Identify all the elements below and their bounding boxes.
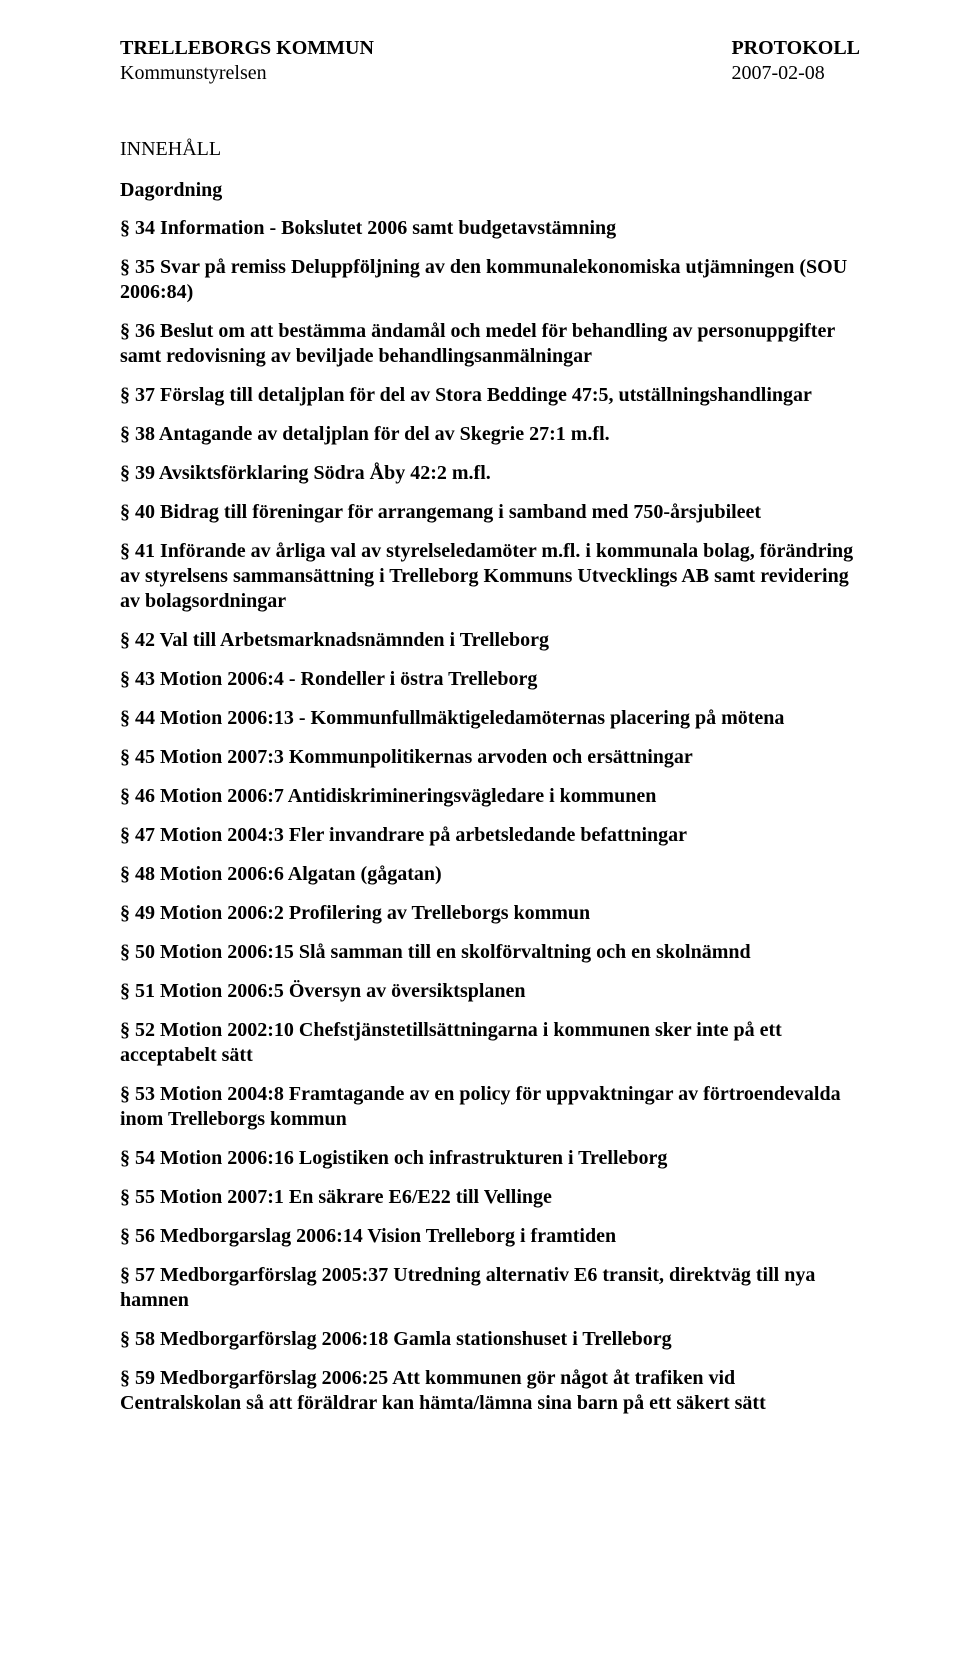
agenda-item: § 50 Motion 2006:15 Slå samman till en s… bbox=[120, 940, 860, 965]
agenda-item: § 51 Motion 2006:5 Översyn av översiktsp… bbox=[120, 979, 860, 1004]
doc-date: 2007-02-08 bbox=[731, 61, 860, 86]
agenda-item: § 36 Beslut om att bestämma ändamål och … bbox=[120, 319, 860, 369]
agenda-item: § 41 Införande av årliga val av styrelse… bbox=[120, 539, 860, 614]
dagordning-label: Dagordning bbox=[120, 179, 860, 202]
agenda-list: § 34 Information - Bokslutet 2006 samt b… bbox=[120, 216, 860, 1416]
org-subtitle: Kommunstyrelsen bbox=[120, 61, 374, 86]
agenda-item: § 58 Medborgarförslag 2006:18 Gamla stat… bbox=[120, 1327, 860, 1352]
agenda-item: § 56 Medborgarslag 2006:14 Vision Trelle… bbox=[120, 1224, 860, 1249]
agenda-item: § 54 Motion 2006:16 Logistiken och infra… bbox=[120, 1146, 860, 1171]
agenda-item: § 55 Motion 2007:1 En säkrare E6/E22 til… bbox=[120, 1185, 860, 1210]
agenda-item: § 59 Medborgarförslag 2006:25 Att kommun… bbox=[120, 1366, 860, 1416]
agenda-item: § 52 Motion 2002:10 Chefstjänstetillsätt… bbox=[120, 1018, 860, 1068]
agenda-item: § 46 Motion 2006:7 Antidiskrimineringsvä… bbox=[120, 784, 860, 809]
agenda-item: § 45 Motion 2007:3 Kommunpolitikernas ar… bbox=[120, 745, 860, 770]
agenda-item: § 39 Avsiktsförklaring Södra Åby 42:2 m.… bbox=[120, 461, 860, 486]
header-right: PROTOKOLL 2007-02-08 bbox=[731, 36, 860, 86]
agenda-item: § 44 Motion 2006:13 - Kommunfullmäktigel… bbox=[120, 706, 860, 731]
header-left: TRELLEBORGS KOMMUN Kommunstyrelsen bbox=[120, 36, 374, 86]
agenda-item: § 43 Motion 2006:4 - Rondeller i östra T… bbox=[120, 667, 860, 692]
agenda-item: § 37 Förslag till detaljplan för del av … bbox=[120, 383, 860, 408]
section-title: INNEHÅLL bbox=[120, 138, 860, 161]
org-name: TRELLEBORGS KOMMUN bbox=[120, 36, 374, 61]
agenda-item: § 57 Medborgarförslag 2005:37 Utredning … bbox=[120, 1263, 860, 1313]
agenda-item: § 35 Svar på remiss Deluppföljning av de… bbox=[120, 255, 860, 305]
header: TRELLEBORGS KOMMUN Kommunstyrelsen PROTO… bbox=[120, 36, 860, 86]
agenda-item: § 47 Motion 2004:3 Fler invandrare på ar… bbox=[120, 823, 860, 848]
agenda-item: § 42 Val till Arbetsmarknadsnämnden i Tr… bbox=[120, 628, 860, 653]
agenda-item: § 38 Antagande av detaljplan för del av … bbox=[120, 422, 860, 447]
agenda-item: § 53 Motion 2004:8 Framtagande av en pol… bbox=[120, 1082, 860, 1132]
agenda-item: § 40 Bidrag till föreningar för arrangem… bbox=[120, 500, 860, 525]
agenda-item: § 34 Information - Bokslutet 2006 samt b… bbox=[120, 216, 860, 241]
page: TRELLEBORGS KOMMUN Kommunstyrelsen PROTO… bbox=[0, 0, 960, 1659]
agenda-item: § 49 Motion 2006:2 Profilering av Trelle… bbox=[120, 901, 860, 926]
agenda-item: § 48 Motion 2006:6 Algatan (gågatan) bbox=[120, 862, 860, 887]
doc-type: PROTOKOLL bbox=[731, 36, 860, 61]
